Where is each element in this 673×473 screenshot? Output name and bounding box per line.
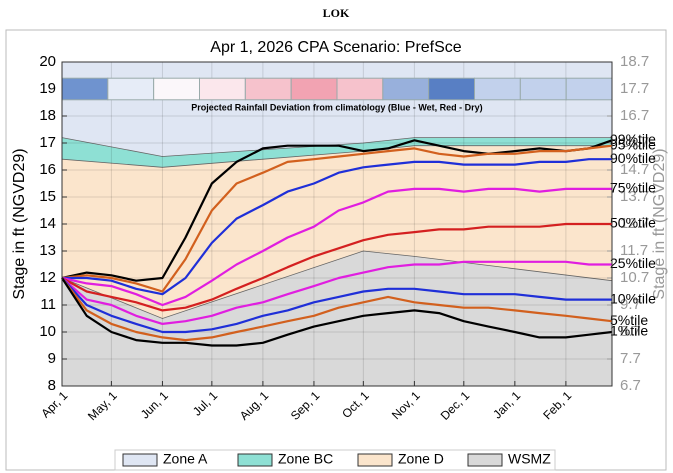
- legend-label: Zone BC: [278, 451, 333, 467]
- y2-tick-label: 15.7: [620, 134, 649, 151]
- y-tick-label: 17: [39, 134, 56, 151]
- zone-boundary: [61, 250, 613, 319]
- y2-tick-label: 6.7: [620, 377, 641, 394]
- percentile-line: [62, 158, 612, 296]
- y2-tick-label: 16.7: [620, 107, 649, 124]
- y-tick-label: 16: [39, 161, 56, 178]
- percentile-line: [61, 144, 613, 293]
- y2-tick-label: 9.7: [620, 296, 641, 313]
- percentile-line: [61, 277, 612, 334]
- legend-swatch: [237, 453, 273, 467]
- legend-box: [114, 449, 556, 471]
- x-tick-label: Sep, 1: [288, 388, 323, 423]
- rainfall-cell: [565, 77, 613, 101]
- rainfall-cell: [519, 77, 567, 101]
- zone-boundary: [61, 137, 612, 157]
- rainfall-label: Projected Rainfall Deviation from climat…: [191, 102, 482, 112]
- y-tick-label: 10: [39, 323, 56, 340]
- y2-tick-label: 17.7: [620, 80, 649, 97]
- x-tick-label: May, 1: [85, 388, 120, 423]
- legend-swatch: [357, 453, 393, 467]
- rainfall-cell: [336, 77, 384, 101]
- x-tick-label: Dec, 1: [438, 388, 473, 423]
- legend-swatch: [467, 453, 503, 467]
- x-tick-label: Nov, 1: [389, 388, 423, 422]
- x-tick-label: Jan, 1: [490, 388, 523, 421]
- y-tick-label: 15: [39, 188, 56, 205]
- series-label: 95%tile: [610, 136, 656, 152]
- series-label: 25%tile: [610, 255, 656, 271]
- page-title: LOK: [323, 6, 350, 20]
- y-tick-label: 13: [39, 242, 56, 259]
- rainfall-cell: [290, 77, 338, 101]
- x-tick-label: Jul, 1: [190, 388, 220, 418]
- y-tick-label: 9: [48, 350, 56, 367]
- percentile-line: [61, 277, 613, 342]
- legend-swatch: [122, 453, 158, 467]
- y-tick-label: 8: [48, 377, 56, 394]
- percentile-line: [61, 139, 613, 282]
- legend-label: Zone D: [398, 451, 444, 467]
- rainfall-cell: [61, 77, 109, 101]
- series-label: 75%tile: [610, 180, 656, 196]
- percentile-line: [61, 187, 612, 307]
- zone-area: [62, 251, 612, 386]
- x-tick-label: Oct, 1: [339, 388, 372, 421]
- percentile-line: [61, 260, 612, 325]
- y-tick-label: 19: [39, 80, 56, 97]
- y2-tick-label: 10.7: [620, 269, 649, 286]
- rainfall-cell: [474, 77, 521, 101]
- y2-tick-label: 14.7: [620, 161, 649, 178]
- zone-area: [62, 137, 612, 168]
- y2-tick-label: 11.7: [620, 242, 648, 259]
- series-label: 99%tile: [610, 131, 656, 147]
- y2-tick-label: 7.7: [620, 350, 641, 367]
- y-tick-label: 12: [39, 269, 56, 286]
- rainfall-cell: [244, 77, 292, 101]
- rainfall-cell: [428, 77, 475, 101]
- zone-area: [62, 145, 612, 319]
- percentile-line: [61, 277, 613, 347]
- y2-tick-label: 13.7: [620, 188, 649, 205]
- y2-tick-label: 8.7: [620, 323, 641, 340]
- series-label: 1%tile: [610, 323, 648, 339]
- chart-title: Apr 1, 2026 CPA Scenario: PrefSce: [210, 39, 462, 56]
- x-tick-label: Feb, 1: [540, 388, 574, 422]
- y-tick-label: 11: [40, 296, 56, 313]
- series-label: 5%tile: [610, 312, 648, 328]
- percentile-line: [61, 222, 612, 312]
- y2-tick-label: 12.7: [620, 215, 649, 232]
- rainfall-cell: [153, 77, 201, 101]
- plot-border: [61, 61, 613, 387]
- y-tick-label: 18: [39, 107, 56, 124]
- rainfall-cell: [199, 77, 246, 101]
- legend-label: WSMZ: [508, 451, 551, 467]
- x-tick-label: Aug, 1: [237, 388, 272, 423]
- y2-tick-label: 18.7: [620, 53, 649, 70]
- x-tick-label: Jun, 1: [138, 388, 171, 421]
- y-tick-label: 20: [39, 53, 56, 70]
- series-label: 50%tile: [610, 215, 656, 231]
- rainfall-cell: [107, 77, 155, 101]
- series-label: 90%tile: [610, 150, 656, 166]
- legend-label: Zone A: [163, 451, 208, 467]
- y-axis-label: Stage in ft (NGVD29): [11, 148, 28, 299]
- series-label: 10%tile: [610, 290, 656, 306]
- rainfall-cell: [382, 77, 430, 101]
- y-tick-label: 14: [39, 215, 56, 232]
- y2-axis-label: Stage in ft (NGVD29): [651, 148, 668, 299]
